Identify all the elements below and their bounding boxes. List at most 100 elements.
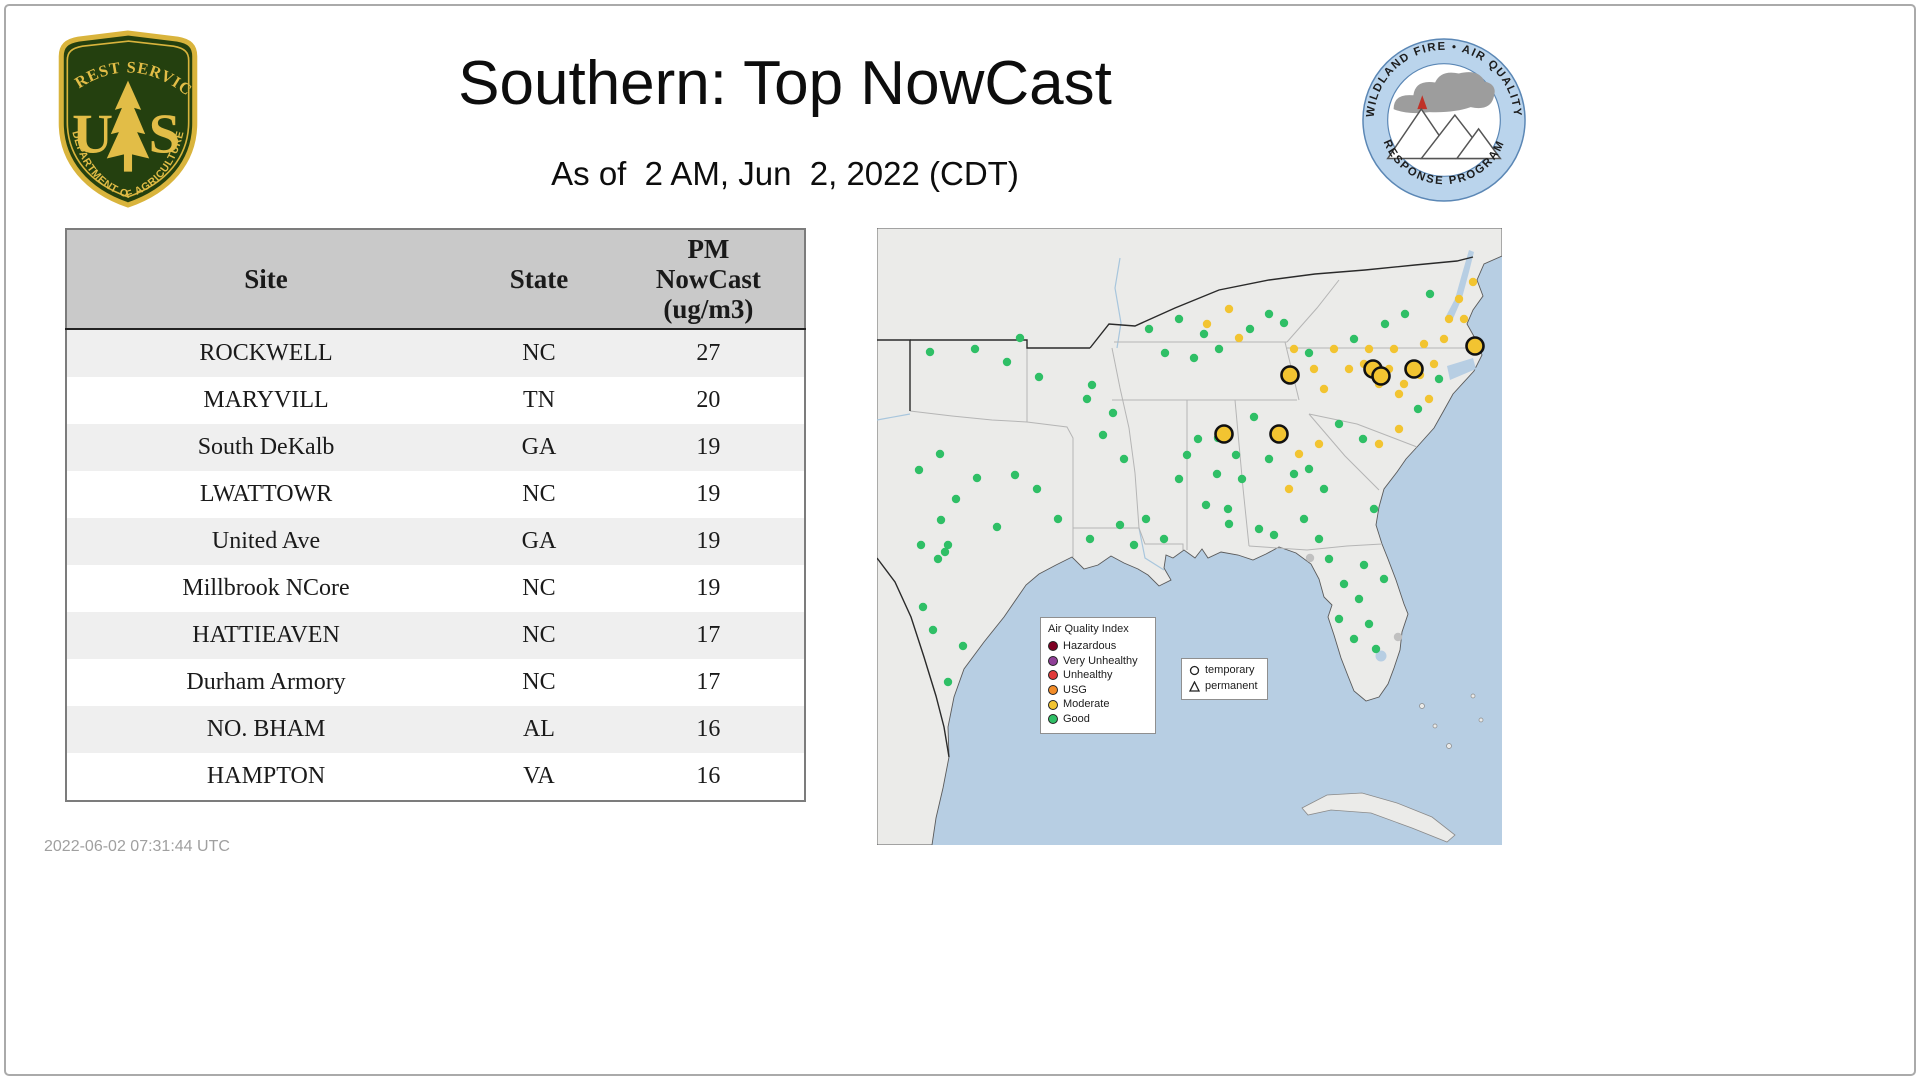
land bbox=[877, 228, 1502, 845]
value-cell: 19 bbox=[696, 528, 721, 554]
permanent-marker-icon bbox=[1189, 681, 1200, 692]
monitor-dot bbox=[1214, 344, 1224, 354]
monitor-dot bbox=[1182, 450, 1192, 460]
aqi-legend-title: Air Quality Index bbox=[1048, 623, 1129, 635]
aqi-legend-label: Very Unhealthy bbox=[1063, 654, 1138, 667]
monitor-dot bbox=[1439, 334, 1449, 344]
monitor-dot bbox=[1444, 314, 1454, 324]
monitor-dot bbox=[933, 554, 943, 564]
monitor-dot bbox=[1389, 344, 1399, 354]
aqi-color-swatch bbox=[1048, 714, 1058, 725]
monitor-dot bbox=[1314, 439, 1324, 449]
value-cell: 16 bbox=[696, 716, 721, 742]
report-datetime: As of 2 AM, Jun 2, 2022 (CDT) bbox=[551, 155, 1019, 192]
monitor-dot bbox=[940, 547, 950, 557]
table-row: HATTIEAVEN NC 17 bbox=[66, 612, 805, 659]
aqi-legend-label: Unhealthy bbox=[1063, 669, 1113, 682]
state-cell: GA bbox=[521, 528, 557, 554]
monitor-dot bbox=[1349, 634, 1359, 644]
monitor-dot bbox=[1212, 469, 1222, 479]
map-svg bbox=[877, 228, 1502, 845]
monitor-dot bbox=[1314, 534, 1324, 544]
table-row: South DeKalb GA 19 bbox=[66, 424, 805, 471]
monitor-dot bbox=[1237, 474, 1247, 484]
monitor-dot bbox=[1394, 424, 1404, 434]
monitor-dot bbox=[1201, 500, 1211, 510]
marker-legend-item: temporary bbox=[1189, 664, 1258, 677]
marker-legend-label: permanent bbox=[1205, 680, 1258, 692]
col-header-state: State bbox=[465, 229, 613, 330]
aqi-color-swatch bbox=[1048, 641, 1058, 652]
value-cell: 19 bbox=[696, 575, 721, 601]
monitor-dot bbox=[1279, 318, 1289, 328]
monitor-dot bbox=[1400, 309, 1410, 319]
temporary-monitor-dot bbox=[1269, 424, 1289, 444]
monitor-dot bbox=[1034, 372, 1044, 382]
value-cell: 19 bbox=[696, 434, 721, 460]
monitor-dot bbox=[1160, 348, 1170, 358]
monitor-dot bbox=[1349, 334, 1359, 344]
monitor-dot bbox=[1339, 579, 1349, 589]
aqi-color-swatch bbox=[1048, 685, 1058, 696]
monitor-dot bbox=[1413, 404, 1423, 414]
aqi-legend-item: Very Unhealthy bbox=[1048, 654, 1149, 669]
aqi-legend-label: Good bbox=[1063, 712, 1090, 725]
monitor-dot bbox=[918, 602, 928, 612]
monitor-dot bbox=[1231, 450, 1241, 460]
monitor-dot bbox=[943, 677, 953, 687]
monitor-dot bbox=[1053, 514, 1063, 524]
temporary-monitor-dot bbox=[1465, 336, 1485, 356]
state-borders bbox=[909, 279, 1471, 557]
header: Southern: Top NowCast As of 2 AM, Jun 2,… bbox=[160, 48, 1410, 193]
monitor-dots-layer bbox=[914, 277, 1478, 687]
monitor-dot bbox=[1193, 434, 1203, 444]
monitor-dot bbox=[1129, 540, 1139, 550]
monitor-dot bbox=[1015, 333, 1025, 343]
mountain-icon bbox=[1455, 127, 1502, 160]
monitor-dot bbox=[1393, 632, 1403, 642]
monitor-dot bbox=[1289, 344, 1299, 354]
monitor-dot bbox=[1115, 520, 1125, 530]
aqi-legend-item: Unhealthy bbox=[1048, 668, 1149, 683]
monitor-dot bbox=[1309, 364, 1319, 374]
pamlico-sound bbox=[1447, 358, 1476, 380]
islands bbox=[1419, 693, 1484, 749]
monitor-dot bbox=[1468, 277, 1478, 287]
monitor-dot bbox=[936, 515, 946, 525]
site-cell: NO. BHAM bbox=[206, 716, 326, 742]
monitor-dot bbox=[1002, 357, 1012, 367]
site-cell: United Ave bbox=[211, 528, 321, 554]
site-cell: Millbrook NCore bbox=[182, 575, 350, 601]
state-cell: NC bbox=[522, 575, 556, 601]
monitor-dot bbox=[1264, 309, 1274, 319]
table-row: LWATTOWR NC 19 bbox=[66, 471, 805, 518]
value-cell: 27 bbox=[696, 340, 721, 366]
rivers bbox=[877, 257, 1165, 571]
state-cell: TN bbox=[522, 387, 555, 413]
monitor-dot bbox=[1174, 314, 1184, 324]
monitor-dot bbox=[1354, 594, 1364, 604]
monitor-dot bbox=[1223, 504, 1233, 514]
monitor-dot bbox=[1245, 324, 1255, 334]
monitor-dot bbox=[1269, 530, 1279, 540]
aqi-color-swatch bbox=[1048, 699, 1058, 710]
monitor-dot bbox=[1419, 339, 1429, 349]
monitor-dot bbox=[1224, 519, 1234, 529]
col-header-pm: PM NowCast (ug/m3) bbox=[612, 229, 805, 330]
monitor-dot bbox=[1305, 553, 1315, 563]
lake-okeechobee bbox=[1375, 650, 1387, 662]
aqi-legend-item: Moderate bbox=[1048, 697, 1149, 712]
monitor-dot bbox=[1249, 412, 1259, 422]
usfs-letter-u: U bbox=[72, 103, 113, 165]
site-cell: South DeKalb bbox=[197, 434, 335, 460]
monitor-dot bbox=[928, 625, 938, 635]
temporary-marker-icon bbox=[1189, 665, 1200, 676]
monitor-dot bbox=[1032, 484, 1042, 494]
monitor-dot bbox=[1189, 353, 1199, 363]
monitor-dot bbox=[1224, 304, 1234, 314]
monitor-dot bbox=[1098, 430, 1108, 440]
monitor-dot bbox=[1454, 294, 1464, 304]
marker-legend-label: temporary bbox=[1205, 664, 1255, 676]
temporary-monitor-dot bbox=[1371, 366, 1391, 386]
